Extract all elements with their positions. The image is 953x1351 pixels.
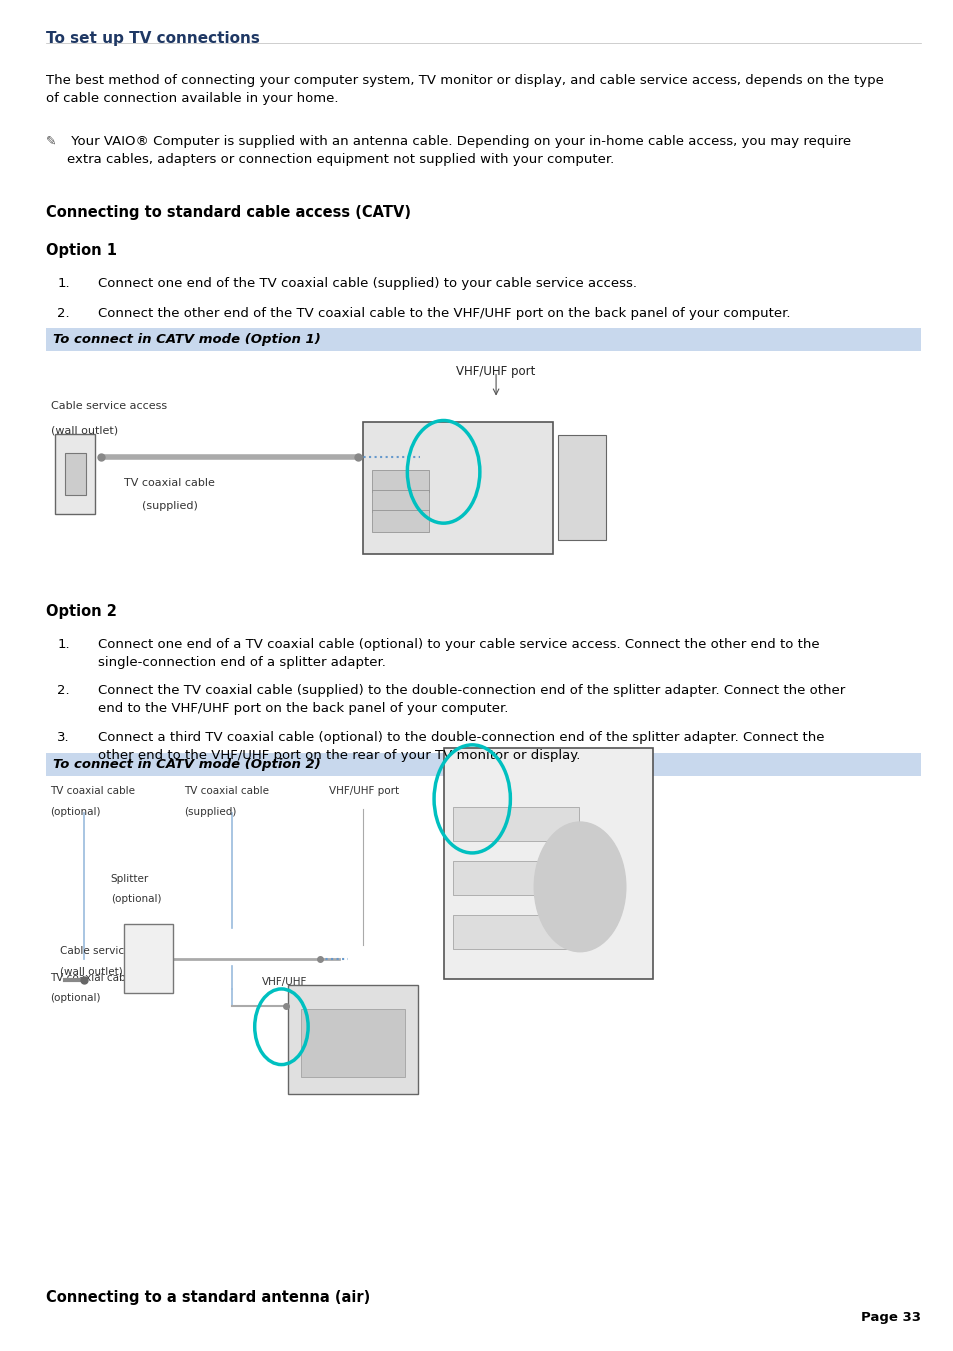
Text: (supplied): (supplied) — [142, 501, 197, 511]
Text: To connect in CATV mode (Option 2): To connect in CATV mode (Option 2) — [53, 758, 321, 771]
Text: 2.: 2. — [57, 684, 70, 697]
Text: 3.: 3. — [57, 731, 70, 744]
Text: Connect one end of the TV coaxial cable (supplied) to your cable service access.: Connect one end of the TV coaxial cable … — [98, 277, 637, 290]
FancyBboxPatch shape — [124, 924, 172, 993]
FancyBboxPatch shape — [300, 1009, 405, 1077]
FancyBboxPatch shape — [453, 807, 578, 840]
Text: (supplied): (supplied) — [184, 807, 236, 816]
Text: (optional): (optional) — [111, 894, 161, 904]
Text: VHF/UHF: VHF/UHF — [262, 977, 308, 986]
Text: Option 1: Option 1 — [46, 243, 116, 258]
Text: (optional): (optional) — [51, 807, 101, 816]
Text: (optional): (optional) — [51, 993, 101, 1002]
Text: (wall outlet): (wall outlet) — [60, 966, 123, 975]
Text: Option 2: Option 2 — [46, 604, 116, 619]
Text: TV coaxial cable: TV coaxial cable — [124, 478, 215, 488]
Text: TV coaxial cable: TV coaxial cable — [51, 786, 135, 796]
FancyBboxPatch shape — [288, 985, 417, 1094]
Text: Cable service access: Cable service access — [51, 401, 167, 411]
FancyBboxPatch shape — [372, 470, 429, 492]
Text: 2.: 2. — [57, 307, 70, 320]
FancyBboxPatch shape — [558, 435, 605, 540]
Text: TV coaxial cable: TV coaxial cable — [184, 786, 269, 796]
Text: Connect the other end of the TV coaxial cable to the VHF/UHF port on the back pa: Connect the other end of the TV coaxial … — [98, 307, 790, 320]
FancyBboxPatch shape — [453, 915, 578, 948]
FancyBboxPatch shape — [453, 861, 578, 894]
Text: VHF/UHF port: VHF/UHF port — [456, 365, 536, 378]
FancyBboxPatch shape — [55, 435, 95, 515]
FancyBboxPatch shape — [443, 748, 653, 979]
FancyBboxPatch shape — [46, 754, 920, 775]
Text: Your VAIO® Computer is supplied with an antenna cable. Depending on your in-home: Your VAIO® Computer is supplied with an … — [67, 135, 850, 166]
Text: Connect one end of a TV coaxial cable (optional) to your cable service access. C: Connect one end of a TV coaxial cable (o… — [98, 638, 819, 669]
FancyBboxPatch shape — [372, 490, 429, 512]
Circle shape — [534, 821, 625, 951]
Text: VHF/UHF port: VHF/UHF port — [329, 786, 399, 796]
Text: To connect in CATV mode (Option 1): To connect in CATV mode (Option 1) — [53, 332, 321, 346]
Text: Page 33: Page 33 — [860, 1310, 920, 1324]
Text: Connecting to standard cable access (CATV): Connecting to standard cable access (CAT… — [46, 205, 411, 220]
FancyBboxPatch shape — [46, 328, 920, 350]
Text: The best method of connecting your computer system, TV monitor or display, and c: The best method of connecting your compu… — [46, 74, 882, 105]
FancyBboxPatch shape — [65, 454, 86, 496]
FancyBboxPatch shape — [362, 422, 553, 554]
Text: 1.: 1. — [57, 277, 70, 290]
Text: To set up TV connections: To set up TV connections — [46, 31, 259, 46]
Text: Connect the TV coaxial cable (supplied) to the double-connection end of the spli: Connect the TV coaxial cable (supplied) … — [98, 684, 844, 715]
Text: 1.: 1. — [57, 638, 70, 651]
Text: ✎: ✎ — [46, 135, 56, 149]
FancyBboxPatch shape — [372, 511, 429, 532]
Text: TV coaxial cable: TV coaxial cable — [51, 973, 135, 982]
Text: Connect a third TV coaxial cable (optional) to the double-connection end of the : Connect a third TV coaxial cable (option… — [98, 731, 824, 762]
Text: Connecting to a standard antenna (air): Connecting to a standard antenna (air) — [46, 1290, 370, 1305]
Text: Cable service access: Cable service access — [60, 946, 169, 955]
Text: (wall outlet): (wall outlet) — [51, 426, 117, 435]
Text: Splitter: Splitter — [111, 874, 149, 884]
